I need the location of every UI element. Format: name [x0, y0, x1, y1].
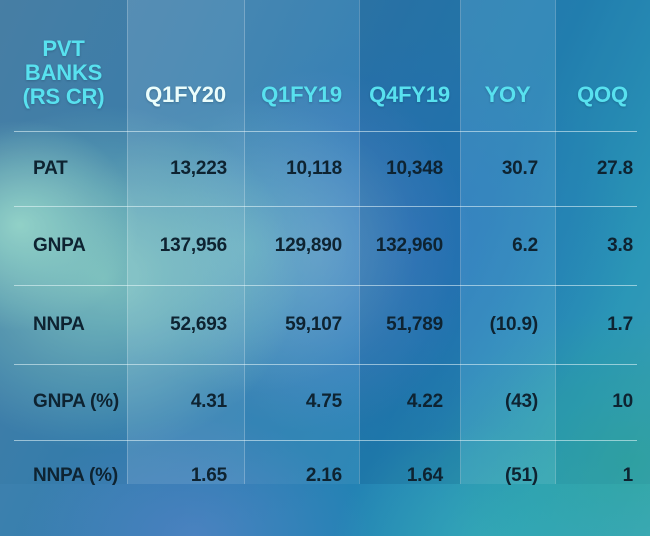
row-label: GNPA [33, 234, 86, 256]
cell-value: 4.31 [190, 391, 227, 412]
cell-value: 6.2 [512, 234, 538, 256]
row-label: NNPA [33, 313, 85, 335]
cell-value: 59,107 [285, 313, 342, 335]
row-label: PAT [33, 157, 68, 179]
cell-value: 1.65 [190, 465, 227, 486]
column-header-qoq: QOQ [577, 82, 628, 107]
column-band-q4fy19 [359, 0, 461, 484]
column-band-yoy [460, 0, 556, 484]
cell-value: 137,956 [159, 234, 227, 256]
row-divider [14, 364, 637, 365]
cell-value: (43) [505, 391, 538, 412]
table-row-pat: PAT 13,223 10,118 10,348 30.7 27.8 [0, 131, 650, 206]
cell-value: 10 [612, 391, 633, 412]
cell-value: 30.7 [501, 157, 538, 179]
cell-value: 3.8 [607, 234, 633, 256]
cell-value: 129,890 [274, 234, 342, 256]
table-row-nnpa: NNPA 52,693 59,107 51,789 (10.9) 1.7 [0, 285, 650, 364]
cell-value: 52,693 [170, 313, 227, 335]
cell-value: 2.16 [305, 465, 342, 486]
table-row-nnpa-pct: NNPA (%) 1.65 2.16 1.64 (51) 1 [0, 440, 650, 512]
cell-value: 51,789 [386, 313, 443, 335]
column-band-label [0, 0, 127, 484]
cell-value: 4.75 [305, 391, 342, 412]
cell-value: 1 [622, 465, 634, 486]
column-band-qoq [555, 0, 650, 484]
cell-value: 27.8 [596, 157, 633, 179]
cell-value: 10,118 [286, 157, 342, 179]
row-label: NNPA (%) [33, 465, 118, 486]
column-band-q1fy19 [244, 0, 360, 484]
row-label: GNPA (%) [33, 391, 120, 412]
row-divider [14, 440, 637, 441]
table-header-row: PVT BANKS (RS CR) Q1FY20 Q1FY19 Q4FY19 Y… [0, 0, 650, 131]
table-title-line: PVT [42, 36, 85, 61]
cell-value: 13,223 [170, 157, 227, 179]
table-title-line: (RS CR) [22, 84, 105, 109]
row-divider [14, 285, 637, 286]
table-row-gnpa: GNPA 137,956 129,890 132,960 6.2 3.8 [0, 206, 650, 285]
column-header-yoy: YOY [484, 82, 531, 107]
cell-value: (10.9) [489, 313, 539, 335]
cell-value: 10,348 [386, 157, 443, 179]
table-row-gnpa-pct: GNPA (%) 4.31 4.75 4.22 (43) 10 [0, 364, 650, 440]
cell-value: (51) [505, 465, 538, 486]
cell-value: 1.64 [406, 465, 443, 486]
column-header-q1fy19: Q1FY19 [261, 82, 342, 107]
row-divider [14, 131, 637, 132]
table-title-line: BANKS [24, 60, 103, 85]
cell-value: 4.22 [406, 391, 443, 412]
column-band-q1fy20 [127, 0, 245, 484]
cell-value: 132,960 [375, 234, 443, 256]
column-header-q4fy19: Q4FY19 [369, 82, 450, 107]
column-header-q1fy20: Q1FY20 [145, 82, 226, 107]
table-title: PVT BANKS (RS CR) [0, 37, 127, 131]
row-divider [14, 206, 637, 207]
cell-value: 1.7 [607, 313, 633, 335]
